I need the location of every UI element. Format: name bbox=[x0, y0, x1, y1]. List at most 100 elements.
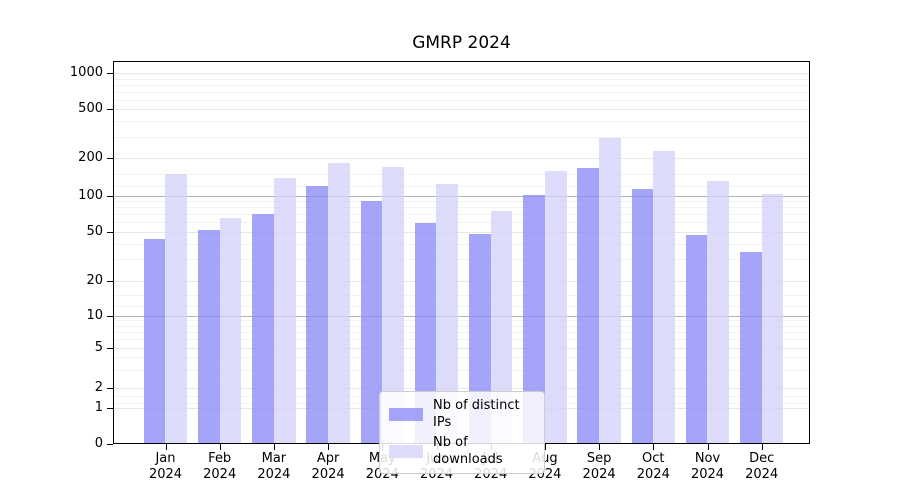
y-tick-label: 200 bbox=[78, 150, 103, 166]
plot-area bbox=[113, 61, 810, 444]
y-tick-label: 100 bbox=[78, 187, 103, 203]
x-tick-label: Mar 2024 bbox=[257, 451, 291, 482]
y-tick-mark bbox=[107, 387, 113, 389]
minor-gridline bbox=[113, 84, 810, 86]
minor-gridline bbox=[113, 339, 810, 341]
minor-gridline bbox=[113, 295, 810, 297]
tick-gridline bbox=[113, 158, 810, 160]
bar-distinct-ips-nov bbox=[685, 235, 708, 444]
minor-gridline bbox=[113, 306, 810, 308]
minor-gridline bbox=[113, 91, 810, 93]
minor-gridline bbox=[113, 201, 810, 203]
y-tick-mark bbox=[107, 109, 113, 111]
legend-label-downloads: Nb of downloads bbox=[433, 435, 503, 467]
x-tick-label: Jan 2024 bbox=[148, 451, 183, 482]
y-tick-mark bbox=[107, 315, 113, 317]
bar-downloads-feb bbox=[219, 218, 242, 444]
minor-gridline bbox=[113, 214, 810, 216]
x-tick-label: Feb 2024 bbox=[203, 451, 237, 482]
minor-gridline bbox=[113, 357, 810, 359]
bar-downloads-nov bbox=[707, 180, 730, 444]
y-tick-label: 50 bbox=[86, 223, 103, 239]
y-tick-mark bbox=[107, 231, 113, 233]
bar-distinct-ips-jun bbox=[414, 223, 437, 444]
bar-distinct-ips-sep bbox=[577, 167, 600, 444]
minor-gridline bbox=[113, 325, 810, 327]
legend-entry-downloads: Nb of downloads bbox=[389, 434, 535, 468]
bar-distinct-ips-dec bbox=[739, 252, 762, 444]
bar-downloads-aug bbox=[544, 171, 567, 444]
minor-gridline bbox=[113, 207, 810, 209]
y-tick-label: 500 bbox=[78, 101, 103, 117]
x-tick-mark bbox=[707, 444, 709, 450]
tick-gridline bbox=[113, 281, 810, 282]
y-tick-label: 0 bbox=[94, 435, 103, 451]
legend-label-distinct-ips: Nb of distinct IPs bbox=[433, 398, 520, 430]
bar-downloads-sep bbox=[599, 137, 621, 444]
bar-distinct-ips-apr bbox=[306, 185, 329, 444]
bar-distinct-ips-mar bbox=[252, 214, 274, 444]
bar-downloads-may bbox=[382, 166, 404, 444]
y-tick-mark bbox=[107, 443, 113, 445]
minor-gridline bbox=[113, 78, 810, 80]
x-tick-mark bbox=[761, 444, 763, 450]
legend-entry-distinct-ips: Nb of distinct IPs bbox=[389, 397, 535, 431]
minor-gridline bbox=[113, 259, 810, 261]
bar-distinct-ips-jan bbox=[143, 238, 166, 444]
y-tick-mark bbox=[107, 195, 113, 197]
y-tick-mark bbox=[107, 347, 113, 349]
bar-downloads-mar bbox=[273, 177, 296, 444]
major-gridline bbox=[113, 315, 810, 317]
major-gridline bbox=[113, 195, 810, 197]
y-tick-label: 1000 bbox=[69, 65, 103, 81]
x-tick-mark bbox=[219, 444, 221, 450]
bar-downloads-oct bbox=[653, 150, 675, 444]
tick-gridline bbox=[113, 387, 810, 389]
tick-gridline bbox=[113, 347, 810, 349]
y-tick-label: 20 bbox=[86, 273, 103, 288]
bar-downloads-jul bbox=[490, 210, 513, 444]
y-tick-mark bbox=[107, 281, 113, 282]
legend-swatch-distinct-ips bbox=[389, 407, 423, 421]
x-tick-label: Sep 2024 bbox=[582, 451, 616, 482]
x-tick-mark bbox=[165, 444, 167, 450]
x-tick-label: Oct 2024 bbox=[636, 451, 670, 482]
y-tick-mark bbox=[107, 408, 113, 410]
bar-downloads-apr bbox=[328, 162, 350, 444]
y-tick-mark bbox=[107, 158, 113, 160]
bar-distinct-ips-oct bbox=[631, 188, 654, 444]
minor-gridline bbox=[113, 121, 810, 123]
minor-gridline bbox=[113, 331, 810, 333]
tick-gridline bbox=[113, 231, 810, 233]
minor-gridline bbox=[113, 243, 810, 245]
x-tick-label: Dec 2024 bbox=[745, 451, 779, 482]
x-tick-mark bbox=[273, 444, 275, 450]
y-tick-label: 5 bbox=[94, 339, 103, 355]
y-tick-mark bbox=[107, 73, 113, 75]
x-tick-mark bbox=[544, 444, 546, 450]
bar-downloads-dec bbox=[761, 193, 784, 444]
minor-gridline bbox=[113, 99, 810, 101]
minor-gridline bbox=[113, 222, 810, 224]
y-tick-label: 2 bbox=[94, 379, 103, 395]
minor-gridline bbox=[113, 185, 810, 187]
bar-downloads-jun bbox=[436, 183, 459, 444]
x-tick-mark bbox=[599, 444, 601, 450]
minor-gridline bbox=[113, 173, 810, 175]
legend-swatch-downloads bbox=[389, 444, 423, 458]
x-tick-mark bbox=[328, 444, 330, 450]
x-tick-mark bbox=[653, 444, 655, 450]
bar-distinct-ips-feb bbox=[197, 229, 220, 444]
minor-gridline bbox=[113, 320, 810, 322]
x-tick-label: Nov 2024 bbox=[690, 451, 725, 482]
y-tick-label: 1 bbox=[94, 400, 103, 416]
tick-gridline bbox=[113, 109, 810, 111]
legend: Nb of distinct IPs Nb of downloads bbox=[379, 391, 545, 474]
y-tick-label: 10 bbox=[86, 307, 103, 323]
bar-distinct-ips-may bbox=[360, 201, 383, 444]
tick-gridline bbox=[113, 73, 810, 75]
bar-downloads-jan bbox=[165, 174, 188, 444]
chart-title: GMRP 2024 bbox=[412, 33, 511, 53]
minor-gridline bbox=[113, 369, 810, 371]
